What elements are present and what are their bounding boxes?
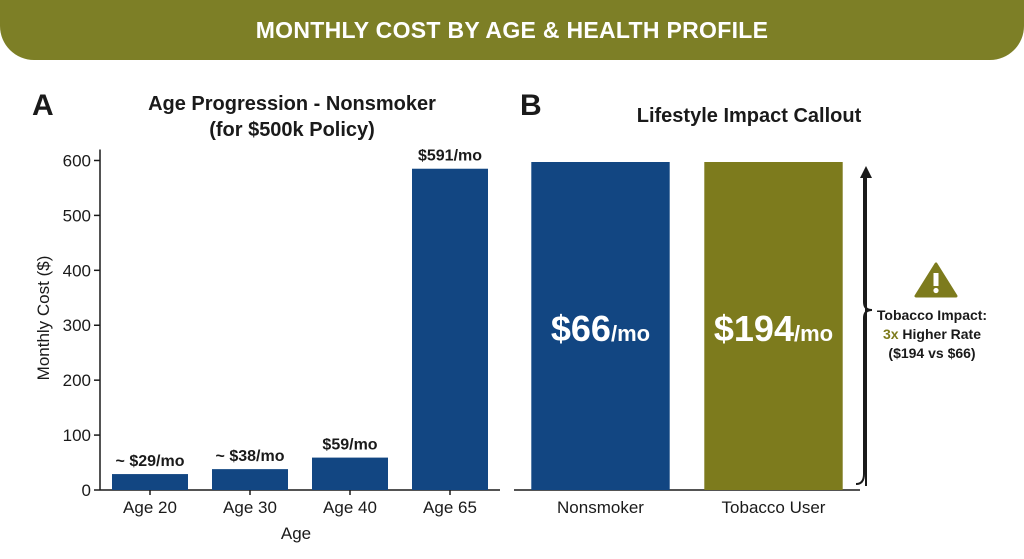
header-banner: MONTHLY COST BY AGE & HEALTH PROFILE [0,0,1024,60]
impact-arrow-head [860,166,872,178]
chart-a-x-tick-label: Age 30 [223,498,277,517]
chart-a-data-label: ~ $29/mo [116,453,185,470]
warning-icon [914,262,958,298]
chart-a-y-tick-label: 0 [82,481,91,500]
chart-a-y-tick-label: 400 [63,261,91,280]
panel-b-letter: B [520,89,542,122]
chart-a-bar [112,474,188,490]
chart-b-bar [531,162,670,490]
chart-b-value-label: $194/mo [714,308,833,349]
chart-a-y-tick-label: 500 [63,206,91,225]
chart-a-data-label: ~ $38/mo [216,448,285,465]
chart-a-y-axis-label: Monthly Cost ($) [34,256,53,381]
chart-a-bar [412,168,488,490]
callout-line-2-rest: Higher Rate [899,326,982,342]
chart-b-x-tick-label: Nonsmoker [557,498,644,517]
page-title: MONTHLY COST BY AGE & HEALTH PROFILE [255,16,769,43]
panel-a-letter: A [32,89,54,122]
chart-a-y-tick-label: 600 [63,151,91,170]
callout-line-3: ($194 vs $66) [888,345,975,361]
callout-line-2: 3x Higher Rate [883,326,981,342]
chart-a-bar [312,457,388,490]
chart-a-y-tick-label: 300 [63,316,91,335]
chart-a-data-label: $591/mo [418,148,482,165]
chart-b-bar [704,162,843,490]
chart-a-title-line-1: Age Progression - Nonsmoker [148,93,436,115]
chart-a-y-tick-label: 200 [63,371,91,390]
chart-b-x-tick-label: Tobacco User [722,498,826,517]
callout-highlight: 3x [883,326,899,342]
chart-a-x-tick-label: Age 20 [123,498,177,517]
chart-a-plot: 0 100 200 300 400 500 600 ~ $29/mo Age 20 ~ $38/m… [63,148,500,517]
chart-a-x-tick-label: Age 65 [423,498,477,517]
chart-a-x-axis-label: Age [281,524,311,543]
chart-a-x-tick-label: Age 40 [323,498,377,517]
chart-b-plot: $66/mo Nonsmoker $194/mo Tobacco User [514,162,860,517]
chart-a-bar [212,469,288,490]
chart-a-title-line-2: (for $500k Policy) [209,119,375,141]
callout-line-1: Tobacco Impact: [877,307,987,323]
chart-a-data-label: $59/mo [322,437,377,454]
chart-b-value-label: $66/mo [551,308,650,349]
impact-brace [855,176,873,485]
chart-b-title: Lifestyle Impact Callout [637,105,862,127]
chart-a-y-tick-label: 100 [63,426,91,445]
